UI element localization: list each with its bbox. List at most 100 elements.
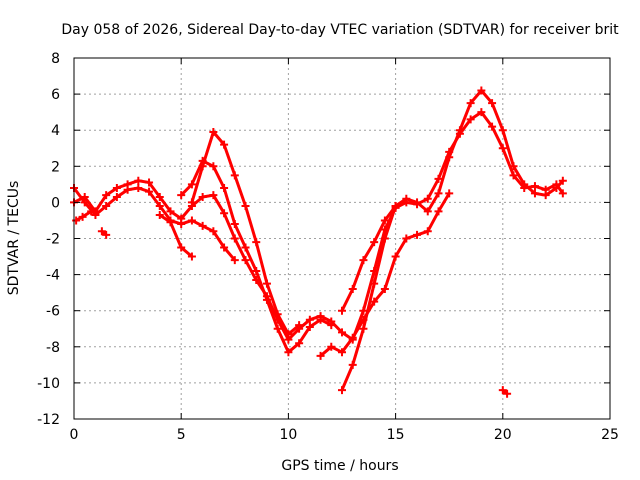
data-point <box>198 192 207 201</box>
data-point <box>273 324 282 333</box>
series-line <box>158 213 194 258</box>
series-line <box>72 110 565 342</box>
data-point <box>209 162 218 171</box>
data-point <box>541 191 550 200</box>
series-track-c <box>177 156 336 357</box>
data-point <box>123 185 132 194</box>
data-point <box>380 285 389 294</box>
x-tick-label: 20 <box>494 427 512 443</box>
data-point <box>155 202 164 211</box>
data-point <box>134 176 143 185</box>
data-point <box>530 182 539 191</box>
y-tick-label: -6 <box>46 304 60 320</box>
data-point <box>338 348 346 357</box>
data-point <box>187 252 196 261</box>
data-point <box>209 128 218 137</box>
series-track-j <box>97 227 111 239</box>
y-tick-label: -10 <box>37 376 60 392</box>
data-point <box>370 238 379 247</box>
series-track-e <box>155 211 196 261</box>
data-point <box>316 315 325 324</box>
data-point <box>187 216 196 225</box>
y-tick-label: -2 <box>46 232 60 248</box>
data-point <box>72 216 81 225</box>
y-tick-label: -8 <box>46 340 60 356</box>
data-point <box>262 279 271 288</box>
y-axis-label: SDTVAR / TECUs <box>6 181 22 296</box>
data-point <box>423 194 432 203</box>
data-point <box>80 198 89 207</box>
data-point <box>91 211 100 220</box>
series-track-f <box>316 189 454 360</box>
data-point <box>166 207 175 216</box>
data-point <box>327 342 336 351</box>
data-point <box>391 252 400 261</box>
data-point <box>370 297 379 306</box>
data-point <box>530 189 539 198</box>
data-point <box>509 162 518 171</box>
data-point <box>348 360 357 369</box>
data-point <box>305 322 314 331</box>
x-tick-label: 15 <box>387 427 405 443</box>
data-point <box>241 243 250 252</box>
data-point <box>177 191 186 200</box>
y-tick-label: -12 <box>37 412 60 428</box>
x-tick-label: 5 <box>177 427 186 443</box>
data-point <box>370 279 379 288</box>
data-point <box>423 227 432 236</box>
data-point <box>434 189 443 198</box>
data-series <box>70 86 567 398</box>
data-point <box>316 351 325 360</box>
data-point <box>402 234 411 243</box>
x-tick-label: 10 <box>279 427 297 443</box>
data-point <box>488 122 497 131</box>
data-point <box>402 194 411 203</box>
data-point <box>488 99 497 108</box>
data-point <box>477 108 486 117</box>
data-point <box>112 183 121 192</box>
data-point <box>359 256 368 265</box>
data-point <box>78 212 87 221</box>
data-point <box>220 209 229 218</box>
data-point <box>273 310 282 319</box>
series-track-a <box>70 108 567 344</box>
data-point <box>230 171 239 180</box>
data-point <box>477 86 486 95</box>
chart-title: Day 058 of 2026, Sidereal Day-to-day VTE… <box>61 22 619 38</box>
data-point <box>284 330 293 339</box>
data-point <box>187 180 196 189</box>
data-point <box>434 207 443 216</box>
data-point <box>338 306 346 315</box>
data-point <box>177 220 186 229</box>
data-point <box>338 328 346 337</box>
data-point <box>498 386 507 395</box>
y-tick-label: 8 <box>51 51 60 67</box>
data-point <box>558 176 567 185</box>
data-point <box>498 126 507 135</box>
data-point <box>503 389 512 398</box>
data-point <box>145 187 154 196</box>
data-point <box>102 202 111 211</box>
data-point <box>155 211 164 220</box>
series-track-k <box>498 386 512 398</box>
data-point <box>520 180 529 189</box>
data-point <box>391 202 400 211</box>
data-point <box>112 192 121 201</box>
data-point <box>445 189 454 198</box>
data-point <box>380 234 389 243</box>
data-point <box>252 266 261 275</box>
data-point <box>413 230 422 239</box>
series-line <box>72 186 237 262</box>
data-point <box>187 198 196 207</box>
data-point <box>220 140 229 149</box>
y-tick-label: 4 <box>51 123 60 139</box>
data-point <box>220 243 229 252</box>
data-point <box>380 216 389 225</box>
ticks: 0 5 10 15 20 25 -12 -10 -8 -6 -4 -2 0 2 4 6 8 <box>37 51 619 443</box>
data-point <box>455 126 464 135</box>
data-point <box>198 162 207 171</box>
y-tick-label: -4 <box>46 268 60 284</box>
data-point <box>413 198 422 207</box>
data-point <box>466 99 475 108</box>
